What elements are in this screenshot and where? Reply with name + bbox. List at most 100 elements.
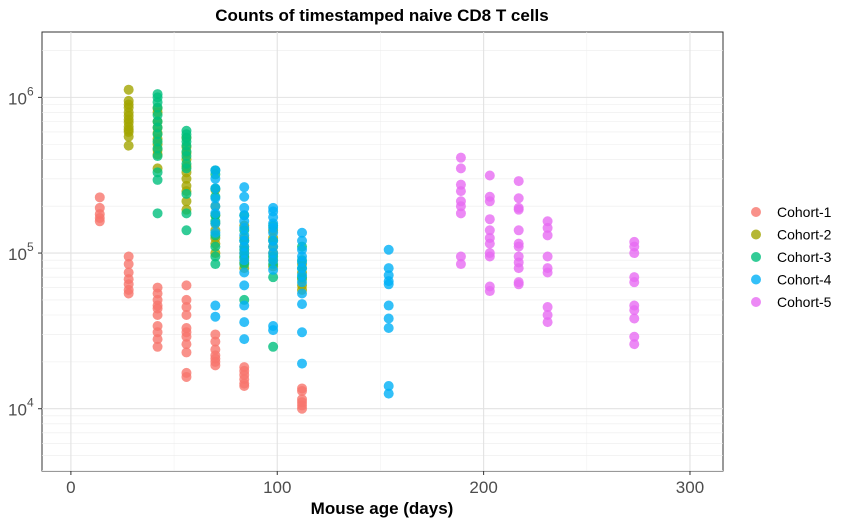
- data-point: [210, 208, 221, 219]
- data-point: [484, 238, 495, 249]
- legend-label: Cohort-3: [777, 249, 832, 265]
- data-point: [297, 327, 308, 338]
- data-point: [181, 302, 192, 313]
- data-point: [181, 196, 192, 207]
- data-point: [181, 294, 192, 305]
- data-point: [484, 170, 495, 181]
- data-point: [152, 167, 163, 178]
- data-point: [181, 331, 192, 342]
- data-point: [181, 371, 192, 382]
- data-point: [210, 300, 221, 311]
- data-point: [152, 102, 163, 113]
- data-point: [268, 227, 279, 238]
- y-tick-label: 10: [8, 401, 27, 420]
- data-point: [152, 129, 163, 140]
- legend-key: [751, 274, 761, 285]
- data-point: [297, 270, 308, 281]
- data-point: [210, 201, 221, 212]
- data-point: [210, 173, 221, 184]
- data-point: [94, 192, 105, 203]
- data-point: [542, 222, 553, 233]
- data-point: [239, 191, 250, 202]
- data-point: [383, 279, 394, 290]
- data-point: [123, 288, 134, 299]
- data-point: [239, 300, 250, 311]
- data-point: [239, 255, 250, 266]
- x-axis: 0 100 200 300: [66, 471, 704, 497]
- data-point: [268, 272, 279, 283]
- series-cohort-1: [94, 192, 308, 414]
- data-point: [383, 380, 394, 391]
- data-point: [210, 259, 221, 270]
- data-point: [297, 299, 308, 310]
- legend-key: [751, 252, 761, 262]
- data-point: [297, 288, 308, 299]
- data-point: [513, 263, 524, 274]
- x-tick-label: 100: [263, 478, 291, 497]
- data-point: [123, 131, 134, 142]
- legend-label: Cohort-2: [777, 227, 832, 243]
- chart-title: Counts of timestamped naive CD8 T cells: [215, 6, 548, 25]
- data-point: [210, 329, 221, 340]
- data-point: [210, 165, 221, 176]
- data-point: [542, 230, 553, 241]
- data-point: [181, 173, 192, 184]
- data-point: [239, 222, 250, 233]
- data-point: [455, 208, 466, 219]
- data-point: [542, 302, 553, 313]
- x-tick-label: 0: [66, 478, 75, 497]
- data-point: [455, 201, 466, 212]
- data-point: [181, 151, 192, 162]
- legend-key: [751, 207, 761, 217]
- data-point: [542, 267, 553, 278]
- data-point: [94, 216, 105, 227]
- data-point: [629, 248, 640, 259]
- data-point: [210, 336, 221, 347]
- x-axis-title: Mouse age (days): [311, 499, 454, 518]
- data-point: [513, 176, 524, 187]
- data-point: [210, 218, 221, 229]
- series-cohort-5: [455, 152, 640, 350]
- data-point: [297, 227, 308, 238]
- data-point: [181, 339, 192, 350]
- data-point: [268, 255, 279, 266]
- data-point: [629, 305, 640, 316]
- data-points: [94, 84, 640, 414]
- data-point: [239, 317, 250, 328]
- data-point: [181, 208, 192, 219]
- data-point: [210, 360, 221, 371]
- legend-label: Cohort-5: [777, 294, 832, 310]
- y-tick-label-exponent: 5: [27, 240, 34, 254]
- data-point: [181, 310, 192, 321]
- data-point: [513, 225, 524, 236]
- data-point: [455, 163, 466, 174]
- data-point: [239, 202, 250, 213]
- legend: Cohort-1 Cohort-2 Cohort-3 Cohort-4 Cohort-5: [751, 204, 832, 310]
- data-point: [542, 317, 553, 328]
- data-point: [542, 251, 553, 262]
- legend-key: [751, 297, 761, 307]
- data-point: [542, 310, 553, 321]
- data-point: [484, 214, 495, 225]
- data-point: [513, 241, 524, 252]
- data-point: [123, 140, 134, 151]
- data-point: [455, 251, 466, 262]
- data-point: [181, 163, 192, 174]
- data-point: [513, 204, 524, 215]
- data-point: [152, 310, 163, 321]
- data-point: [629, 277, 640, 288]
- data-point: [513, 279, 524, 290]
- data-point: [383, 263, 394, 274]
- data-point: [152, 208, 163, 219]
- data-point: [268, 264, 279, 275]
- data-point: [181, 280, 192, 291]
- data-point: [239, 380, 250, 391]
- data-point: [484, 225, 495, 236]
- data-point: [239, 248, 250, 259]
- data-point: [484, 286, 495, 297]
- data-point: [455, 259, 466, 270]
- data-point: [210, 193, 221, 204]
- y-tick-label: 10: [8, 245, 27, 264]
- x-tick-label: 300: [676, 478, 704, 497]
